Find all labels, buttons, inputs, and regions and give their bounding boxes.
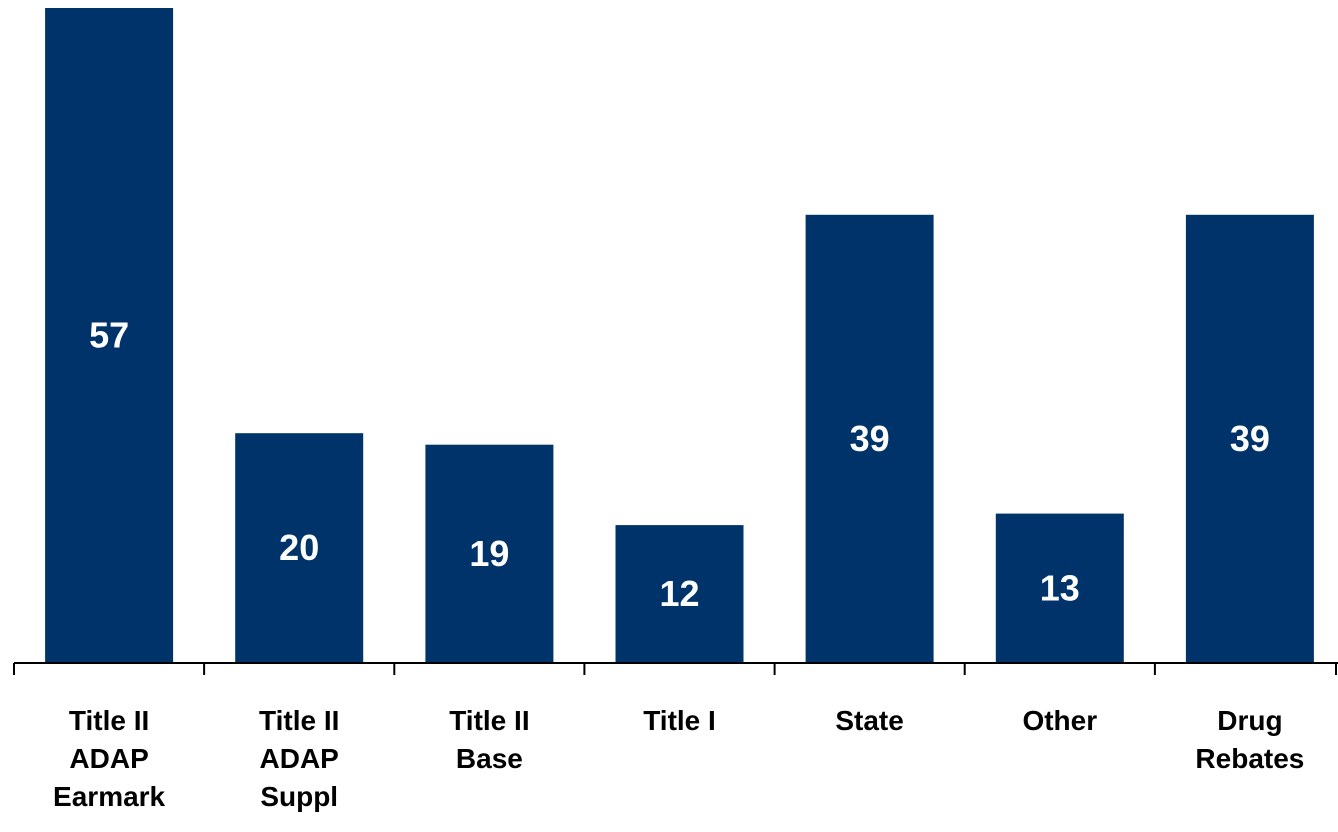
bar-values-group: 57 20 19 12 39 13 39 xyxy=(89,315,1270,615)
category-label-line: Title II xyxy=(449,705,529,736)
x-axis xyxy=(13,662,1338,675)
bar-value-label: 57 xyxy=(89,315,129,356)
category-label: Title II Base xyxy=(449,705,529,774)
category-label-line: ADAP xyxy=(260,743,339,774)
bar xyxy=(1185,214,1314,664)
category-label: State xyxy=(835,705,903,736)
category-label: Title II ADAP Earmark xyxy=(53,705,166,812)
category-label-line: Drug xyxy=(1217,705,1282,736)
bar-value-label: 39 xyxy=(850,418,890,459)
bar xyxy=(45,8,174,663)
bar-value-label: 13 xyxy=(1040,567,1080,608)
category-label: Other xyxy=(1022,705,1097,736)
category-label-line: Base xyxy=(456,743,523,774)
category-label-line: Suppl xyxy=(260,781,338,812)
category-label-line: ADAP xyxy=(69,743,148,774)
category-label-line: Earmark xyxy=(53,781,166,812)
bars-group xyxy=(45,8,1314,664)
category-label-line: State xyxy=(835,705,903,736)
category-label-line: Title II xyxy=(69,705,149,736)
category-label-line: Title II xyxy=(259,705,339,736)
bar xyxy=(425,444,554,663)
bar-value-label: 39 xyxy=(1230,418,1270,459)
category-label-line: Title I xyxy=(643,705,716,736)
category-label: Title II ADAP Suppl xyxy=(259,705,339,812)
bar-value-label: 12 xyxy=(659,573,699,614)
category-label: Drug Rebates xyxy=(1195,705,1304,774)
category-label-line: Rebates xyxy=(1195,743,1304,774)
bar-value-label: 20 xyxy=(279,527,319,568)
bar xyxy=(995,513,1124,663)
bar xyxy=(615,525,744,663)
bar-value-label: 19 xyxy=(469,533,509,574)
category-label-line: Other xyxy=(1022,705,1097,736)
bar xyxy=(805,214,934,664)
bar xyxy=(235,433,364,663)
category-label: Title I xyxy=(643,705,716,736)
